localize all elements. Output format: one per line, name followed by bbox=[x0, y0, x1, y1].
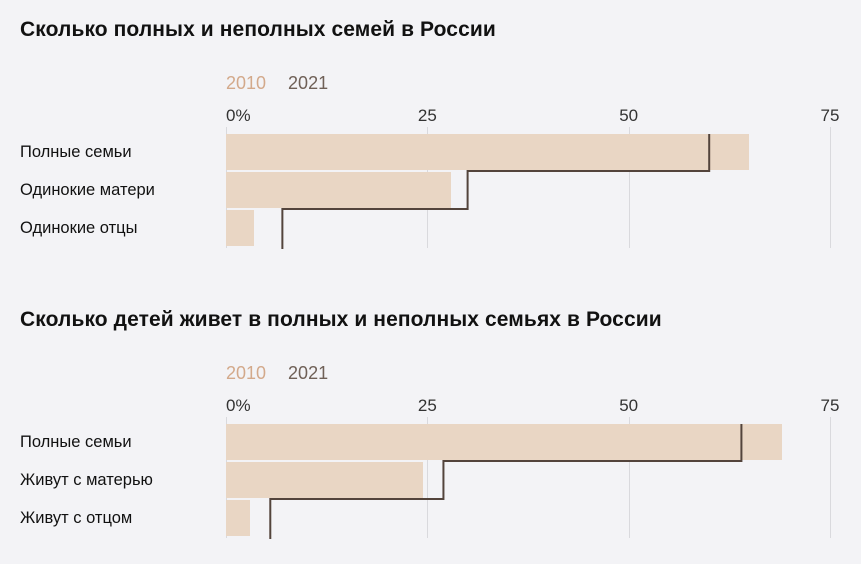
category-label: Живут с матерью bbox=[20, 470, 153, 489]
legend-item-2021: 2021 bbox=[288, 73, 329, 93]
category-labels: Полные семьи Одинокие матери Одинокие от… bbox=[20, 134, 226, 248]
plot-area bbox=[226, 127, 831, 249]
legend-item-2021: 2021 bbox=[288, 363, 329, 383]
x-axis: 0% 25 50 75 bbox=[226, 396, 839, 415]
gridline bbox=[830, 417, 831, 538]
x-axis: 0% 25 50 75 bbox=[226, 106, 839, 125]
bar-2010 bbox=[226, 134, 750, 170]
chart-body: Полные семьи Живут с матерью Живут с отц… bbox=[20, 417, 861, 539]
category-labels: Полные семьи Живут с матерью Живут с отц… bbox=[20, 424, 226, 538]
category-label: Одинокие матери bbox=[20, 180, 155, 199]
bar-row bbox=[226, 424, 830, 460]
chart-children: Сколько детей живет в полных и неполных … bbox=[0, 308, 861, 539]
x-tick: 0% bbox=[226, 106, 251, 125]
legend-item-2010: 2010 bbox=[226, 73, 267, 93]
x-tick: 50 bbox=[619, 106, 639, 125]
bar-row bbox=[226, 134, 830, 170]
x-tick: 25 bbox=[417, 106, 437, 125]
x-tick: 50 bbox=[619, 396, 639, 415]
x-tick: 75 bbox=[820, 106, 840, 125]
chart-families: Сколько полных и неполных семей в России… bbox=[0, 0, 861, 249]
legend: 2010 2021 bbox=[226, 73, 861, 94]
chart-title: Сколько детей живет в полных и неполных … bbox=[20, 308, 662, 331]
chart-body: Полные семьи Одинокие матери Одинокие от… bbox=[20, 127, 861, 249]
bar-2010 bbox=[226, 172, 452, 208]
bar-2010 bbox=[226, 462, 424, 498]
legend: 2010 2021 bbox=[226, 363, 861, 384]
bar-2010 bbox=[226, 210, 255, 246]
chart-title: Сколько полных и неполных семей в России bbox=[20, 18, 496, 41]
category-label: Полные семьи bbox=[20, 432, 132, 451]
bar-row bbox=[226, 500, 830, 536]
bar-2010 bbox=[226, 424, 782, 460]
category-label: Живут с отцом bbox=[20, 508, 133, 527]
plot-area bbox=[226, 417, 831, 539]
bar-2010 bbox=[226, 500, 251, 536]
bar-row bbox=[226, 172, 830, 208]
x-tick: 75 bbox=[820, 396, 840, 415]
bar-row bbox=[226, 462, 830, 498]
x-tick: 25 bbox=[417, 396, 437, 415]
bar-row bbox=[226, 210, 830, 246]
legend-item-2010: 2010 bbox=[226, 363, 267, 383]
x-tick: 0% bbox=[226, 396, 251, 415]
category-label: Одинокие отцы bbox=[20, 218, 138, 237]
category-label: Полные семьи bbox=[20, 142, 132, 161]
gridline bbox=[830, 127, 831, 248]
